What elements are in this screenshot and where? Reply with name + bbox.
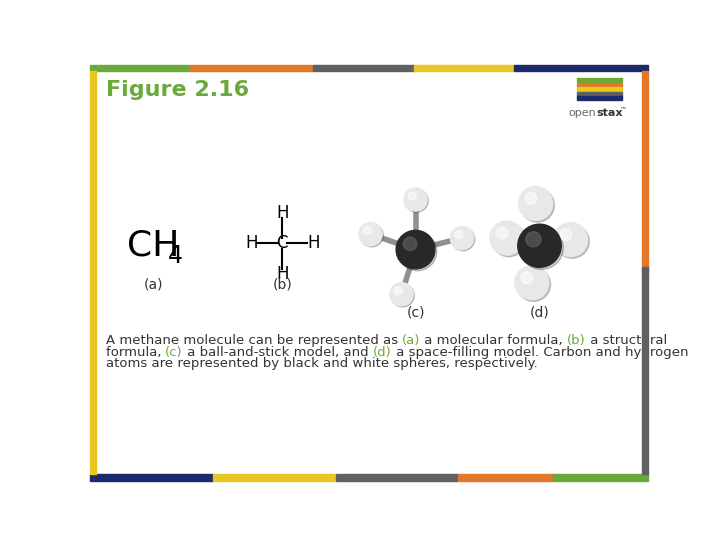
Text: (b): (b)	[272, 277, 292, 291]
Circle shape	[525, 192, 537, 204]
Circle shape	[395, 287, 402, 295]
Bar	[642, 267, 648, 475]
Text: (a): (a)	[144, 277, 163, 291]
Circle shape	[404, 188, 427, 211]
Bar	[190, 65, 313, 71]
Text: atoms are represented by black and white spheres, respectively.: atoms are represented by black and white…	[106, 357, 537, 370]
Bar	[577, 96, 621, 100]
Text: (d): (d)	[530, 306, 549, 320]
Circle shape	[396, 231, 435, 269]
Text: open: open	[568, 108, 596, 118]
Text: 4: 4	[168, 244, 183, 268]
Text: stax: stax	[596, 108, 623, 118]
Circle shape	[515, 266, 549, 300]
Bar	[577, 87, 621, 91]
Circle shape	[405, 189, 428, 212]
Circle shape	[451, 226, 474, 249]
Circle shape	[360, 224, 383, 247]
Text: (d): (d)	[373, 346, 392, 359]
Bar	[459, 475, 553, 481]
Circle shape	[518, 224, 561, 267]
Bar	[336, 475, 459, 481]
Bar	[577, 92, 621, 96]
Bar	[577, 83, 621, 86]
Text: CH: CH	[127, 229, 180, 263]
Text: a structural: a structural	[586, 334, 667, 347]
Circle shape	[521, 188, 554, 222]
Text: a molecular formula,: a molecular formula,	[420, 334, 567, 347]
Bar	[313, 65, 414, 71]
Bar	[553, 475, 648, 481]
Bar	[90, 65, 190, 71]
Circle shape	[559, 228, 572, 240]
Text: C: C	[276, 234, 288, 252]
Circle shape	[391, 284, 414, 307]
Circle shape	[520, 226, 563, 269]
Circle shape	[403, 237, 417, 251]
Text: (c): (c)	[166, 346, 183, 359]
Circle shape	[521, 272, 533, 284]
Bar	[642, 71, 648, 273]
Circle shape	[451, 228, 474, 251]
Circle shape	[516, 267, 551, 301]
Circle shape	[408, 192, 416, 200]
Text: (c): (c)	[406, 306, 425, 320]
Text: (a): (a)	[402, 334, 420, 347]
Circle shape	[526, 232, 541, 247]
Circle shape	[492, 223, 526, 256]
Text: H: H	[276, 204, 289, 221]
Bar	[90, 475, 213, 481]
Bar	[577, 78, 621, 82]
Circle shape	[496, 227, 508, 239]
Text: H: H	[307, 234, 320, 252]
Bar	[414, 65, 514, 71]
Text: Figure 2.16: Figure 2.16	[106, 80, 248, 100]
Text: a space-filling model. Carbon and hydrogen: a space-filling model. Carbon and hydrog…	[392, 346, 688, 359]
Circle shape	[555, 224, 589, 258]
Circle shape	[518, 186, 553, 220]
Circle shape	[454, 231, 463, 239]
Bar	[514, 65, 648, 71]
Text: formula,: formula,	[106, 346, 166, 359]
Circle shape	[490, 221, 524, 255]
Circle shape	[390, 283, 413, 306]
Text: ™: ™	[620, 106, 627, 112]
Text: (b): (b)	[567, 334, 586, 347]
Bar	[90, 71, 96, 475]
Circle shape	[363, 227, 372, 235]
Text: H: H	[245, 234, 258, 252]
Text: a ball-and-stick model, and: a ball-and-stick model, and	[183, 346, 373, 359]
Bar	[213, 475, 336, 481]
Circle shape	[398, 232, 437, 271]
Circle shape	[359, 222, 382, 246]
Text: H: H	[276, 265, 289, 284]
Circle shape	[554, 222, 588, 256]
Text: A methane molecule can be represented as: A methane molecule can be represented as	[106, 334, 402, 347]
